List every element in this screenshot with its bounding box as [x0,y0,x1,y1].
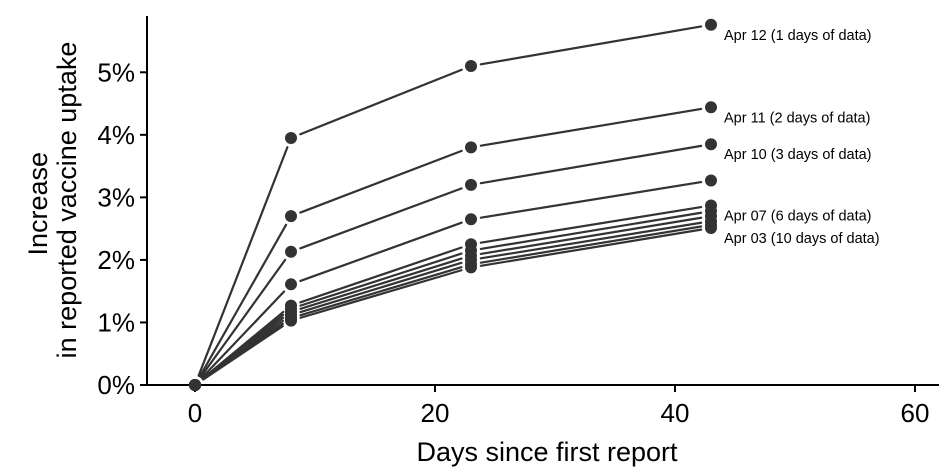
x-axis-title: Days since first report [416,437,678,467]
y-axis-title: Increase in reported vaccine uptake [23,42,82,359]
series-line-segment [299,266,463,317]
series-line-segment [299,269,463,319]
data-point [705,138,717,151]
series-labels: Apr 12 (1 days of data) Apr 11 (2 days of… [724,28,880,247]
y-tick-label: 1% [97,307,135,337]
series-line-segment [200,290,286,379]
series-line-segment [299,261,463,314]
x-tick-label: 40 [661,398,690,428]
data-point [285,245,297,258]
data-point [285,278,297,291]
x-tick-label: 60 [901,398,930,428]
series-line-segment [479,180,703,219]
y-tick-label: 2% [97,245,135,275]
data-point [285,210,297,223]
series-line-segment [479,225,703,264]
axes [146,16,939,386]
series-line-segment [299,68,463,136]
data-point [705,222,717,235]
data-point [705,174,717,187]
series-label: Apr 07 (6 days of data) [724,209,872,225]
series-line-segment [479,25,703,66]
series-points [189,18,717,391]
y-axis-title-line-1: Increase [23,152,53,256]
data-point [705,101,717,114]
series-line-segment [479,107,703,147]
x-ticks: 0 20 40 60 [188,385,930,428]
y-axis-title-line-2: in reported vaccine uptake [52,42,82,359]
data-point [285,131,297,144]
series-line-segment [299,252,463,307]
y-tick-label: 3% [97,182,135,212]
y-ticks: 0% 1% 2% 3% 4% 5% [97,57,147,400]
data-point [465,141,477,154]
series-line-segment [299,257,463,310]
y-tick-label: 5% [97,57,135,87]
series-line-segment [479,221,703,260]
series-line-segment [199,258,287,378]
x-tick-label: 20 [421,398,450,428]
series-line-segment [197,146,289,377]
data-point [285,314,297,327]
series-line-segment [202,325,284,381]
series-line-segment [299,187,463,250]
series-label: Apr 10 (3 days of data) [724,147,872,163]
series-lines [197,25,703,381]
series-line-segment [479,228,703,267]
series-line-segment [479,205,703,244]
series-line-segment [299,149,463,214]
data-point [465,213,477,226]
series-label: Apr 11 (2 days of data) [724,110,870,126]
series-label: Apr 03 (10 days of data) [724,231,880,247]
data-point [465,261,477,274]
series-line-segment [479,211,703,251]
x-tick-label: 0 [188,398,202,428]
data-point [465,60,477,73]
y-tick-label: 4% [97,120,135,150]
data-point [465,178,477,191]
series-line-segment [479,144,703,185]
series-line-segment [299,246,463,304]
series-line-segment [479,216,703,256]
y-tick-label: 0% [97,370,135,400]
series-line-segment [299,221,463,283]
data-point [189,379,201,391]
series-label: Apr 12 (1 days of data) [724,28,872,44]
series-line-segment [198,223,288,378]
data-point [705,18,717,31]
